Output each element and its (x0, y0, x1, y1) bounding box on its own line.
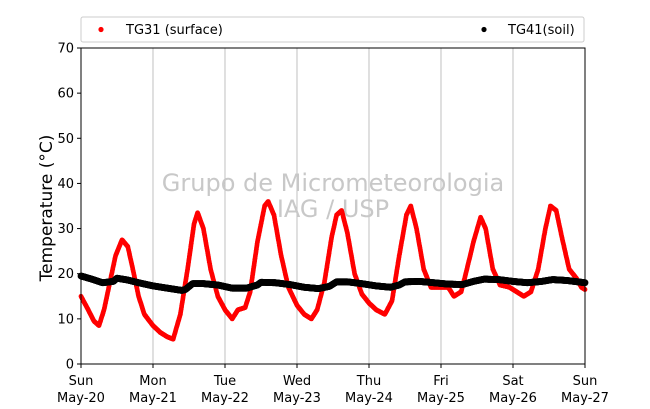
x-tick-day-3: Wed (283, 374, 311, 389)
series-0 (78, 199, 588, 342)
watermark-line-2: IAG / USP (277, 195, 389, 223)
x-tick-day-2: Tue (213, 374, 236, 389)
y-axis: 0 10 20 30 40 50 60 70 (57, 42, 81, 373)
x-tick-day-1: Mon (139, 374, 166, 389)
legend-label-soil: TG41(soil) (507, 23, 575, 38)
series-1 (77, 272, 589, 294)
y-tick-label-1: 10 (57, 312, 74, 327)
plot-frame (80, 47, 586, 365)
y-tick-label-0: 0 (66, 358, 74, 373)
x-tick-day-0: Sun (69, 374, 94, 389)
legend-marker-soil (481, 26, 487, 33)
x-tick-date-0: May-20 (57, 391, 105, 406)
x-tick-day-7: Sun (573, 374, 598, 389)
y-tick-label-2: 20 (57, 267, 74, 282)
x-tick-date-5: May-25 (417, 391, 465, 406)
x-tick-date-1: May-21 (129, 391, 177, 406)
y-axis-label: Temperature (°C) (37, 135, 57, 283)
vertical-gridlines (152, 48, 514, 364)
legend: TG31 (surface) TG41(soil) (80, 16, 585, 43)
x-tick-date-2: May-22 (201, 391, 249, 406)
y-tick-label-6: 60 (57, 87, 74, 102)
y-tick-label-7: 70 (57, 42, 74, 57)
data-series (77, 199, 589, 342)
watermark-line-1: Grupo de Micrometeorologia (162, 169, 504, 197)
y-tick-label-4: 40 (57, 177, 74, 192)
x-tick-date-7: May-27 (561, 391, 609, 406)
x-tick-date-4: May-24 (345, 391, 393, 406)
x-tick-day-4: Thu (356, 374, 381, 389)
y-tick-label-5: 50 (57, 132, 74, 147)
x-tick-day-5: Fri (433, 374, 449, 389)
legend-label-surface: TG31 (surface) (125, 23, 223, 38)
x-axis: Sun May-20 Mon May-21 Tue May-22 Wed May-23 Thu M… (57, 364, 609, 406)
x-tick-date-3: May-23 (273, 391, 321, 406)
x-tick-day-6: Sat (502, 374, 523, 389)
legend-box (80, 16, 585, 43)
x-tick-date-6: May-26 (489, 391, 537, 406)
y-tick-label-3: 30 (57, 222, 74, 237)
legend-marker-surface (98, 26, 104, 33)
